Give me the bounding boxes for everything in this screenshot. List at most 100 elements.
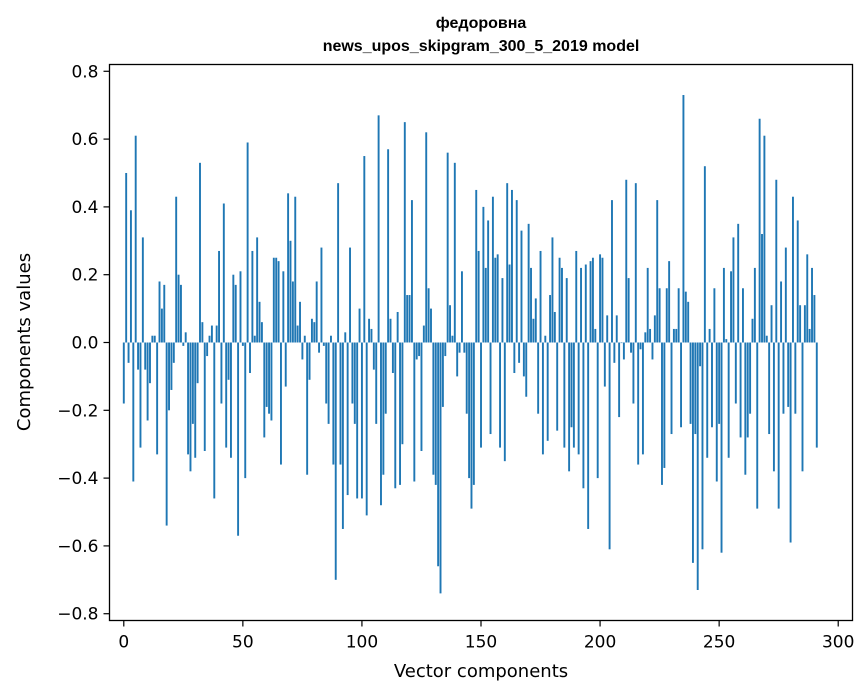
bar — [763, 135, 766, 343]
bar — [194, 342, 197, 458]
bar — [375, 342, 378, 424]
bar — [506, 183, 509, 343]
bar — [730, 271, 733, 343]
bar — [494, 257, 497, 343]
bar — [651, 342, 654, 360]
bar — [475, 189, 478, 343]
x-tick-label: 200 — [584, 633, 616, 653]
bar — [720, 342, 723, 553]
bar — [220, 342, 223, 404]
bar — [587, 342, 590, 529]
bar — [420, 342, 423, 451]
bar — [172, 342, 175, 363]
bar — [689, 342, 692, 424]
bar — [515, 200, 518, 343]
bar — [332, 342, 335, 465]
bar — [718, 342, 721, 424]
bar — [406, 295, 409, 343]
bar — [182, 342, 185, 346]
bar — [370, 328, 373, 343]
bar — [796, 220, 799, 343]
bar — [696, 342, 699, 590]
bar — [430, 308, 432, 343]
bar — [382, 342, 385, 475]
bar — [308, 342, 311, 380]
bar — [611, 200, 613, 343]
bar — [315, 281, 318, 343]
bar — [801, 342, 804, 472]
bar — [263, 342, 266, 438]
bar — [670, 342, 673, 435]
bar — [222, 203, 225, 343]
bar — [377, 115, 380, 343]
y-tick-label: −0.2 — [57, 401, 98, 421]
bar — [661, 342, 663, 485]
x-tick-label: 50 — [232, 633, 254, 653]
bar — [618, 342, 621, 418]
bar — [630, 342, 632, 353]
bar — [439, 342, 442, 594]
bar — [803, 305, 806, 343]
bar — [472, 342, 475, 485]
bar — [415, 342, 418, 360]
bar — [530, 267, 532, 343]
bar — [337, 183, 340, 343]
bar — [456, 342, 459, 377]
y-axis-label: Components values — [14, 253, 35, 431]
bar — [210, 325, 213, 343]
bar — [134, 135, 137, 343]
x-tick-label: 0 — [118, 633, 129, 653]
bar — [227, 342, 230, 380]
bar — [742, 288, 744, 343]
bar — [703, 166, 706, 343]
bar — [794, 342, 797, 414]
bar — [701, 342, 704, 550]
bar — [601, 257, 604, 343]
bar — [432, 342, 435, 475]
bar — [558, 257, 561, 343]
bar — [280, 342, 282, 465]
bar — [208, 335, 211, 343]
bar — [513, 342, 516, 374]
bar — [244, 342, 247, 479]
bar — [170, 342, 173, 390]
bar — [615, 315, 618, 343]
bar — [187, 342, 190, 455]
bar — [394, 342, 397, 489]
bar — [241, 342, 244, 346]
bar — [777, 342, 780, 509]
y-tick-label: 0.0 — [71, 334, 98, 354]
bar — [722, 267, 725, 343]
bar — [289, 240, 292, 343]
bar — [168, 342, 170, 411]
y-tick-label: −0.6 — [57, 537, 98, 557]
bar — [687, 301, 690, 343]
bar — [299, 301, 301, 343]
bar — [780, 281, 783, 343]
bar — [401, 342, 404, 445]
bar — [644, 332, 647, 343]
bar — [699, 342, 702, 367]
bar — [251, 250, 254, 343]
bar — [694, 342, 697, 435]
y-tick-label: 0.2 — [71, 266, 98, 286]
bar — [561, 267, 563, 343]
x-tick-label: 100 — [346, 633, 378, 653]
y-tick-label: −0.4 — [57, 469, 98, 489]
bar — [613, 342, 616, 363]
bar — [684, 291, 687, 343]
bar — [189, 342, 192, 472]
x-tick-label: 250 — [703, 633, 735, 653]
bar — [487, 220, 490, 343]
bar — [408, 295, 411, 343]
bar — [608, 342, 611, 550]
bar — [499, 342, 502, 448]
bar — [503, 342, 506, 462]
bar — [468, 342, 471, 479]
bar — [556, 342, 559, 431]
bar — [799, 305, 802, 343]
y-tick-label: 0.4 — [71, 198, 98, 218]
bar — [213, 342, 216, 499]
bar — [565, 278, 568, 343]
